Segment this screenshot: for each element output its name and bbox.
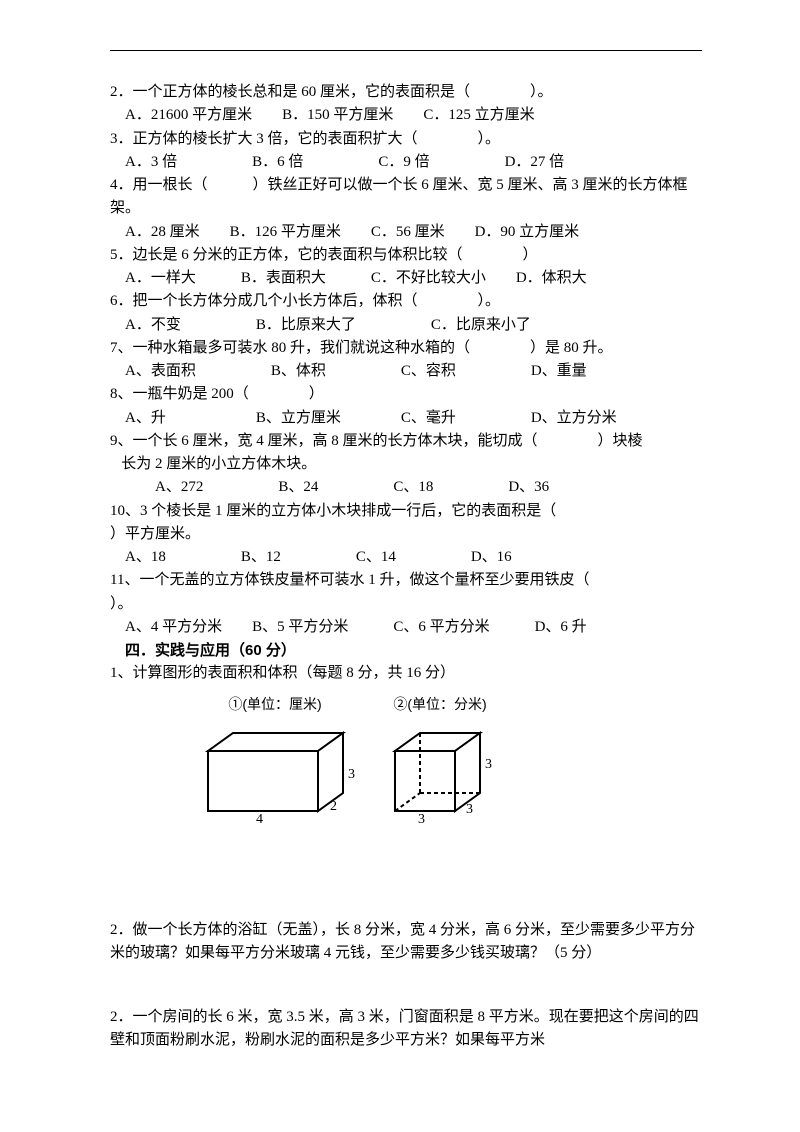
q9-l1: 9、一个长 6 厘米，宽 4 厘米，高 8 厘米的长方体木块，能切成（ ）块棱 (110, 430, 702, 453)
q3-text: 3．正方体的棱长扩大 3 倍，它的表面积扩大（ ）。 (110, 128, 702, 151)
q5-text: 5．边长是 6 分米的正方体，它的表面积与体积比较（ ） (110, 244, 702, 267)
top-rule (110, 50, 702, 51)
q7-text: 7、一种水箱最多可装水 80 升，我们就说这种水箱的（ ）是 80 升。 (110, 337, 702, 360)
q9-opts: A、272 B、24 C、18 D、36 (110, 476, 702, 499)
cube-s1: 3 (418, 812, 425, 823)
q8-opts: A、升 B、立方厘米 C、毫升 D、立方分米 (110, 407, 702, 430)
section4-title: 四．实践与应用（60 分） (110, 639, 702, 662)
cuboid-h: 3 (348, 767, 355, 782)
q2-text: 2．一个正方体的棱长总和是 60 厘米，它的表面积是（ ）。 (110, 81, 702, 104)
p1-title: 1、计算图形的表面积和体积（每题 8 分，共 16 分） (110, 662, 702, 685)
figures-row: ①(单位：厘米) 3 2 4 ②(单位：分米) (190, 694, 702, 824)
figure-1-label: ①(单位：厘米) (228, 694, 321, 716)
p2-text: 2．做一个长方体的浴缸（无盖），长 8 分米，宽 4 分米，高 6 分米，至少需… (110, 919, 702, 966)
cube-s2: 3 (466, 802, 473, 817)
q11-l2: ）。 (110, 593, 702, 616)
q9-l2: 长为 2 厘米的小立方体木块。 (110, 453, 702, 476)
cuboid-l: 4 (256, 812, 263, 823)
p3-text: 2．一个房间的长 6 米，宽 3.5 米，高 3 米，门窗面积是 8 平方米。现… (110, 1006, 702, 1053)
q11-l1: 11、一个无盖的立方体铁皮量杯可装水 1 升，做这个量杯至少要用铁皮（ (110, 569, 702, 592)
q2-opts: A．21600 平方厘米 B．150 平方厘米 C．125 立方厘米 (110, 104, 702, 127)
q3-opts: A．3 倍 B．6 倍 C．9 倍 D．27 倍 (110, 151, 702, 174)
q6-opts: A．不变 B．比原来大了 C．比原来小了 (110, 314, 702, 337)
cuboid-w: 2 (330, 799, 337, 814)
q4-opts: A．28 厘米 B．126 平方厘米 C．56 厘米 D．90 立方厘米 (110, 221, 702, 244)
q5-opts: A．一样大 B．表面积大 C．不好比较大小 D．体积大 (110, 267, 702, 290)
figure-2-label: ②(单位：分米) (393, 694, 486, 716)
figure-2: ②(单位：分米) 3 3 3 (380, 694, 500, 824)
figure-1: ①(单位：厘米) 3 2 4 (190, 694, 360, 824)
cuboid-icon: 3 2 4 (190, 718, 360, 823)
q8-text: 8、一瓶牛奶是 200（ ） (110, 383, 702, 406)
q6-text: 6．把一个长方体分成几个小长方体后，体积（ ）。 (110, 290, 702, 313)
q11-opts: A、4 平方分米 B、5 平方分米 C、6 平方分米 D、6 升 (110, 616, 702, 639)
q10-l2: ）平方厘米。 (110, 523, 702, 546)
q7-opts: A、表面积 B、体积 C、容积 D、重量 (110, 360, 702, 383)
q4-text: 4．用一根长（ ）铁丝正好可以做一个长 6 厘米、宽 5 厘米、高 3 厘米的长… (110, 174, 702, 221)
cube-s3: 3 (485, 757, 492, 772)
q10-l1: 10、3 个棱长是 1 厘米的立方体小木块排成一行后，它的表面积是（ (110, 500, 702, 523)
cube-icon: 3 3 3 (380, 718, 500, 823)
spacer-1 (110, 829, 702, 919)
spacer-2 (110, 966, 702, 1006)
q10-opts: A、18 B、12 C、14 D、16 (110, 546, 702, 569)
